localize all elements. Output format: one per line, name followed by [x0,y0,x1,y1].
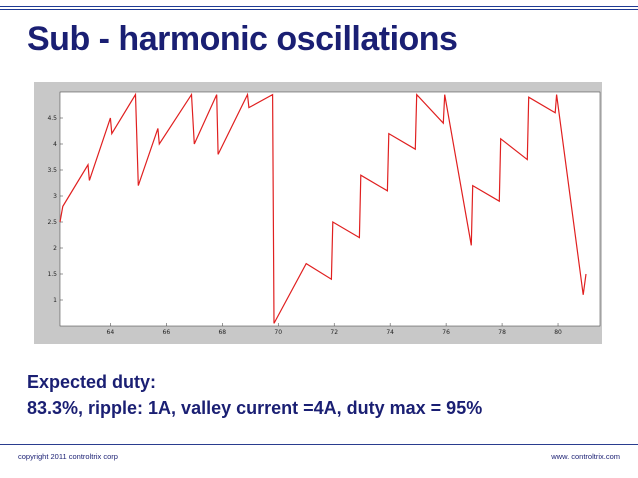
y-tick-label: 3 [53,193,57,200]
slide-title: Sub - harmonic oscillations [27,20,458,58]
current-trace [59,92,587,324]
y-tick-label: 1.5 [47,271,57,278]
x-tick-label: 66 [163,329,171,336]
x-tick-label: 72 [330,329,338,336]
header-rule-top [0,6,638,7]
y-tick-label: 1 [53,297,57,304]
matlab-figure: 64 66 68 70 72 74 76 78 80 1 1.5 2 2.5 3 3.5 4 4.5 [34,82,602,344]
x-tick-label: 76 [442,329,450,336]
y-tick-label: 4.5 [47,115,57,122]
footer-website: www. controltrix.com [551,452,620,461]
footer-rule [0,444,638,445]
chart: 64 66 68 70 72 74 76 78 80 1 1.5 2 2.5 3 3.5 4 4.5 [47,91,601,336]
body-line-parameters: 83.3%, ripple: 1A, valley current =4A, d… [27,398,483,418]
x-tick-label: 68 [218,329,226,336]
y-tick-label: 2 [53,245,57,252]
body-line-expected-duty: Expected duty: [27,372,157,392]
footer-copyright: copyright 2011 controltrix corp [18,452,118,461]
x-tick-label: 64 [107,329,115,336]
y-tick-label: 2.5 [47,219,57,226]
header-rule-bottom [0,9,638,10]
x-tick-label: 70 [274,329,282,336]
x-tick-label: 74 [386,329,394,336]
x-tick-label: 80 [554,329,562,336]
y-tick-label: 4 [53,141,57,148]
x-tick-label: 78 [498,329,506,336]
y-tick-label: 3.5 [47,167,57,174]
plot-area [59,91,601,327]
